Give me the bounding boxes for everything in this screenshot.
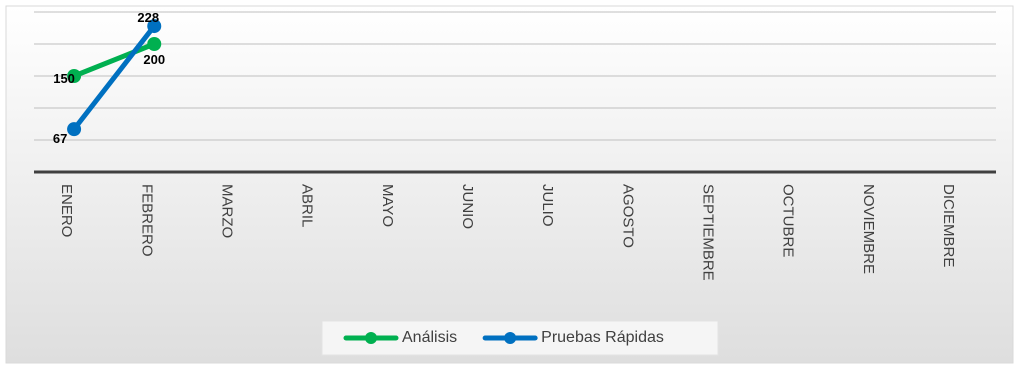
x-tick-label: JULIO <box>539 184 556 227</box>
x-tick-label: FEBRERO <box>138 184 155 257</box>
x-tick-label: DICIEMBRE <box>940 184 957 267</box>
data-label-1-1: 228 <box>137 10 159 25</box>
data-label-1-0: 67 <box>53 131 67 146</box>
data-label-0-1: 200 <box>143 52 165 67</box>
x-tick-label: ABRIL <box>299 184 316 227</box>
data-point-0-1 <box>147 37 162 51</box>
x-tick-label: NOVIEMBRE <box>860 184 877 274</box>
x-tick-label: ENERO <box>58 184 75 237</box>
data-point-0-0 <box>67 69 82 83</box>
chart-background <box>5 5 1014 364</box>
legend-swatch-marker-1 <box>504 332 517 344</box>
legend-label-1: Pruebas Rápidas <box>541 329 664 346</box>
x-tick-label: OCTUBRE <box>780 184 797 257</box>
data-label-0-0: 150 <box>53 71 75 86</box>
legend-item-0: Análisis <box>343 329 457 346</box>
data-point-1-1 <box>147 19 162 34</box>
legend-item-1: Pruebas Rápidas <box>482 329 664 346</box>
legend-swatch-marker-0 <box>365 332 377 344</box>
x-tick-label: SEPTIEMBRE <box>699 184 716 281</box>
data-point-1-0 <box>67 122 82 137</box>
x-tick-label: MAYO <box>379 184 396 227</box>
series-line-1 <box>71 23 157 132</box>
x-tick-label: AGOSTO <box>619 184 636 248</box>
x-tick-label: MARZO <box>218 184 235 238</box>
x-tick-label: JUNIO <box>459 184 476 229</box>
legend-label-0: Análisis <box>402 329 457 346</box>
series-line-0 <box>71 41 157 79</box>
